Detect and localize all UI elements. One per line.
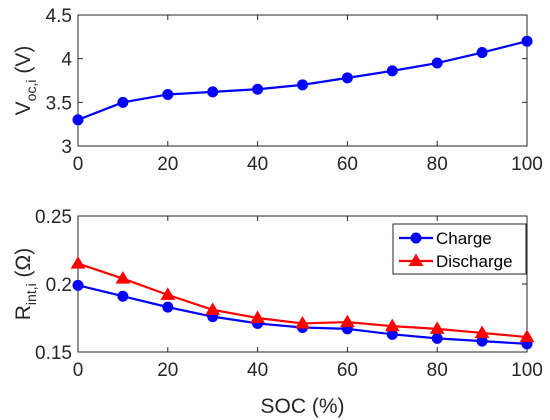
data-point <box>160 287 176 300</box>
y-tick-label: 3.5 <box>46 93 72 114</box>
x-tick-label: 100 <box>511 154 543 175</box>
x-tick-label: 80 <box>427 360 448 381</box>
legend-label: Discharge <box>436 252 513 271</box>
y-tick-label: 0.2 <box>46 275 72 296</box>
chart-panel-1: 0 20 40 60 80 100 3 3.5 4 4.5 Voc,i (V) <box>12 6 543 175</box>
y-axis-label: Voc,i (V) <box>12 46 39 116</box>
x-tick-label: 20 <box>157 360 178 381</box>
x-tick-label: 20 <box>157 154 178 175</box>
series-1 <box>72 35 533 126</box>
x-tick-label: 100 <box>511 360 543 381</box>
data-point <box>72 114 84 126</box>
data-point <box>340 314 355 328</box>
data-point <box>429 321 445 334</box>
data-point <box>384 318 400 332</box>
x-axis-label: SOC (%) <box>261 395 345 418</box>
y-axis-label-subscript: int,i <box>23 283 39 305</box>
x-tick-label: 80 <box>427 154 448 175</box>
data-point <box>519 329 535 343</box>
y-tick-label: 0.15 <box>35 343 72 364</box>
x-tick-label: 60 <box>337 360 358 381</box>
legend-marker <box>408 253 424 267</box>
x-tick-label: 0 <box>73 154 84 175</box>
x-tick-label: 60 <box>337 154 358 175</box>
data-point <box>115 271 131 284</box>
data-point <box>476 47 488 59</box>
data-point <box>250 310 265 324</box>
y-tick-label: 4.5 <box>46 6 72 27</box>
y-axis-label-unit: (V) <box>12 46 35 80</box>
y-axis-label-main: V <box>12 101 35 115</box>
legend-marker <box>410 232 422 244</box>
data-point <box>162 301 174 313</box>
x-tick-label: 0 <box>73 360 84 381</box>
data-point <box>341 72 353 84</box>
data-point <box>386 65 398 77</box>
data-point <box>521 35 533 47</box>
x-tick-label: 40 <box>247 154 268 175</box>
data-point <box>117 290 129 302</box>
data-point <box>70 256 86 269</box>
data-point <box>474 325 490 339</box>
data-point <box>297 79 308 91</box>
data-point <box>117 96 129 108</box>
y-tick-label: 0.25 <box>35 207 72 228</box>
series-discharge <box>70 256 535 343</box>
y-axis-label-unit: (Ω) <box>12 248 35 284</box>
chart-panel-2: 0 20 40 60 80 100 0.15 0.2 0.25 Rint,i (Ω) SOC (%)… <box>12 207 543 418</box>
x-tick-label: 40 <box>247 360 268 381</box>
data-point <box>162 88 174 100</box>
data-point <box>431 57 443 69</box>
y-tick-label: 4 <box>61 50 72 71</box>
data-point <box>252 83 264 95</box>
y-axis-label-main: R <box>12 305 35 320</box>
data-point <box>207 86 219 98</box>
y-tick-label: 3 <box>61 137 72 158</box>
legend-label: Charge <box>436 229 492 248</box>
data-point <box>205 302 221 315</box>
legend: Charge Discharge <box>392 223 527 275</box>
data-point <box>295 315 310 329</box>
y-axis-label-subscript: oc,i <box>23 80 39 102</box>
data-point <box>431 332 443 344</box>
y-axis-label: Rint,i (Ω) <box>12 248 39 321</box>
data-point <box>72 279 84 291</box>
